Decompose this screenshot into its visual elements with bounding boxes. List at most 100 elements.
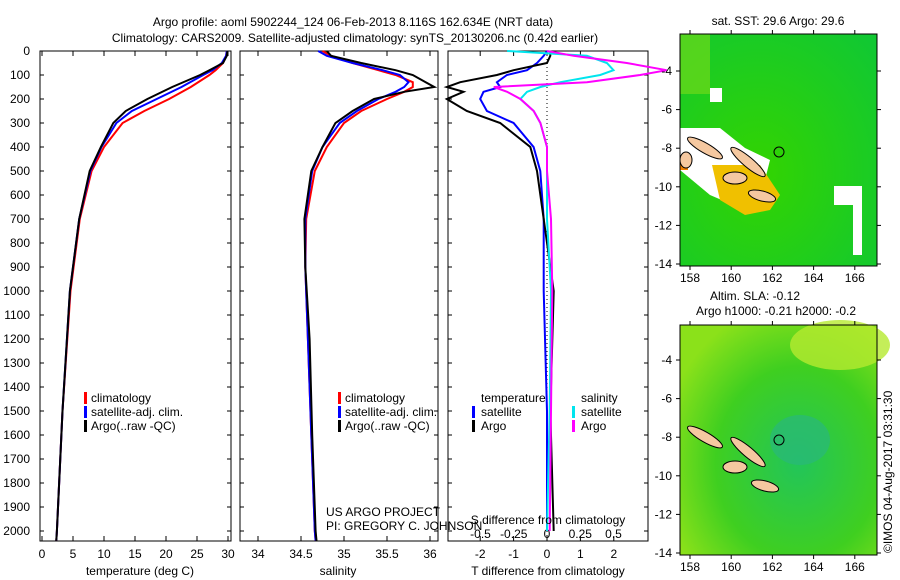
y-tick-label: 300 [10, 116, 30, 130]
float-location-marker [773, 434, 785, 446]
lon-tick-label: 166 [845, 271, 865, 285]
title-line2: Climatology: CARS2009. Satellite-adjuste… [112, 31, 598, 45]
lon-tick-label: 162 [762, 271, 782, 285]
lon-tick-label: 164 [804, 271, 824, 285]
y-tick-label: 100 [10, 68, 30, 82]
y-tick-label: 1200 [3, 332, 30, 346]
x-tick-label: 25 [190, 547, 204, 561]
legend-label: satellite-adj. clim. [91, 405, 183, 419]
x-tick-label: 0 [39, 547, 46, 561]
lat-tick-label: -14 [655, 546, 673, 560]
legend-label: satellite [581, 405, 622, 419]
difference-line-0 [479, 50, 548, 531]
y-tick-label: 800 [10, 236, 30, 250]
y-tick-label: 0 [23, 44, 30, 58]
island [722, 171, 748, 185]
legend-header-temperature: temperature [481, 391, 546, 405]
sst-map-title: sat. SST: 29.6 Argo: 29.6 [712, 14, 845, 28]
legend-swatch-t-argo [472, 420, 475, 432]
x-tick-label: 34 [251, 547, 265, 561]
map-axes: 158 160 162 164 166 -4 -6 -8 -10 -12 -14 158 160 162 1… [655, 30, 881, 574]
x-tick-label: 1 [577, 547, 584, 561]
y-tick-label: 1000 [3, 284, 30, 298]
legend-swatch-climatology [338, 392, 341, 404]
difference-line-1 [443, 51, 555, 532]
y-tick-label: 1400 [3, 380, 30, 394]
x-tick-label: 35.5 [375, 547, 399, 561]
x-tick-label: 34.5 [289, 547, 313, 561]
island [747, 189, 777, 203]
lon-tick-label: 164 [804, 560, 824, 574]
legend-label: satellite [481, 405, 522, 419]
salinity-legend: climatology satellite-adj. clim. Argo(..… [338, 391, 437, 433]
temperature-panel: 0 5 10 15 20 25 300100200300400500600700800900… [3, 44, 235, 561]
lat-tick-label: -8 [661, 430, 672, 444]
salinity-line-2 [303, 50, 438, 541]
sst-missing-area [834, 186, 862, 255]
s-diff-xlabel: S difference from climatology [471, 513, 626, 527]
s-diff-tick-label: 0.5 [605, 527, 622, 541]
project-annotation: US ARGO PROJECT [326, 505, 441, 519]
y-tick-label: 1600 [3, 428, 30, 442]
legend-label: Argo(..raw -QC) [91, 419, 176, 433]
legend-label: Argo(..raw -QC) [345, 419, 430, 433]
lat-tick-label: -4 [661, 64, 672, 78]
t-diff-xlabel: T difference from climatology [471, 564, 625, 578]
sla-map-title1: Altim. SLA: -0.12 [710, 289, 800, 303]
title-line1: Argo profile: aoml 5902244_124 06-Feb-20… [153, 15, 553, 29]
x-tick-label: 0 [544, 547, 551, 561]
island [687, 136, 723, 160]
temperature-line-0 [55, 50, 228, 541]
y-tick-label: 1500 [3, 404, 30, 418]
legend-label: Argo [481, 419, 507, 433]
legend-label: climatology [91, 391, 151, 405]
lat-tick-label: -4 [661, 353, 672, 367]
lon-tick-label: 160 [721, 271, 741, 285]
lat-tick-label: -12 [655, 507, 673, 521]
legend-swatch-s-satellite [572, 406, 575, 418]
legend-swatch-satellite [84, 406, 87, 418]
s-diff-tick-label: 0 [544, 527, 551, 541]
s-diff-tick-label: -0.5 [470, 527, 491, 541]
lat-tick-label: -6 [661, 103, 672, 117]
y-tick-label: 1800 [3, 476, 30, 490]
sst-missing-area [710, 88, 722, 102]
sla-high-patch [790, 320, 890, 370]
sst-map-frame [679, 33, 878, 267]
sla-map [679, 320, 890, 556]
sst-map [679, 33, 878, 267]
legend-header-salinity: salinity [581, 391, 618, 405]
legend-swatch-argo [84, 420, 87, 432]
y-tick-label: 900 [10, 260, 30, 274]
y-tick-label: 700 [10, 212, 30, 226]
legend-swatch-satellite [338, 406, 341, 418]
sla-low-patch [770, 415, 830, 465]
island [730, 436, 766, 468]
difference-line-3 [493, 50, 667, 532]
x-tick-label: 30 [221, 547, 235, 561]
x-tick-label: 20 [159, 547, 173, 561]
s-diff-tick-label: -0.25 [500, 527, 528, 541]
legend-swatch-t-satellite [472, 406, 475, 418]
x-tick-label: 2 [610, 547, 617, 561]
s-diff-tick-label: 0.25 [569, 527, 593, 541]
y-tick-label: 500 [10, 164, 30, 178]
legend-label: satellite-adj. clim. [345, 405, 437, 419]
y-tick-label: 1100 [4, 308, 30, 322]
island [722, 460, 748, 474]
lat-tick-label: -12 [655, 218, 673, 232]
lon-tick-label: 158 [680, 271, 700, 285]
temperature-legend: climatology satellite-adj. clim. Argo(..… [84, 391, 183, 433]
lon-tick-label: 166 [845, 560, 865, 574]
lat-tick-label: -8 [661, 141, 672, 155]
lon-tick-label: 160 [721, 560, 741, 574]
y-tick-label: 2000 [3, 524, 30, 538]
island [750, 479, 780, 493]
difference-line-2 [507, 50, 616, 532]
pi-annotation: PI: GREGORY C. JOHNSON [326, 519, 482, 533]
legend-swatch-climatology [84, 392, 87, 404]
lat-tick-label: -10 [655, 469, 673, 483]
x-tick-label: 35 [337, 547, 351, 561]
legend-swatch-argo [338, 420, 341, 432]
